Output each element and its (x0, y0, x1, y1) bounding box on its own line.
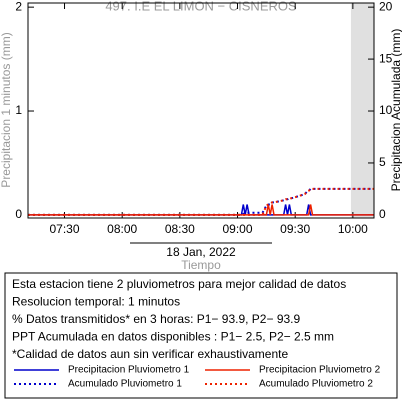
accumulated-line (28, 187, 374, 216)
precip-line (28, 204, 374, 216)
info-line: *Calidad de datos aun sin verificar exha… (12, 347, 288, 361)
y2-tick-label: 15 (379, 51, 393, 65)
plot-frame (27, 2, 375, 219)
x-tick-label: 09:30 (280, 222, 310, 236)
legend-label: Precipitacion Pluviometro 2 (259, 365, 381, 376)
legend-label: Precipitacion Pluviometro 1 (68, 365, 190, 376)
y-tick-label: 2 (15, 0, 22, 13)
info-line: PPT Acumulada en datos disponibles : P1−… (12, 330, 334, 344)
chart-title: 497. I.E EL LIMON − CISNEROS (105, 0, 297, 13)
y-axis-label: Precipitacion 1 minutos (mm) (0, 32, 13, 187)
y2-tick-label: 0 (379, 207, 386, 221)
info-box (4, 272, 398, 399)
x-tick-label: 08:00 (107, 222, 137, 236)
legend-label: Acumulado Pluviometro 2 (259, 379, 373, 390)
precip-line (28, 204, 374, 216)
accumulated-line (28, 187, 374, 216)
x-tick-label: 08:30 (165, 222, 195, 236)
x-tick-label: 10:00 (338, 222, 368, 236)
y2-tick-label: 5 (379, 155, 386, 169)
legend-label: Acumulado Pluviometro 1 (68, 379, 182, 390)
info-line: Esta estacion tiene 2 pluviometros para … (12, 277, 346, 291)
x-axis-label: Tiempo (181, 258, 221, 272)
y2-tick-label: 10 (379, 103, 393, 117)
y-tick-label: 0 (15, 207, 22, 221)
date-label: 18 Jan, 2022 (166, 245, 236, 259)
y2-axis-label: Precipitacion Acumulada (mm) (389, 29, 402, 192)
x-tick-label: 07:30 (50, 222, 80, 236)
info-line: Resolucion temporal: 1 minutos (12, 295, 180, 309)
y-tick-label: 1 (15, 103, 22, 117)
x-tick-label: 09:00 (223, 222, 253, 236)
y2-tick-label: 20 (379, 0, 393, 13)
shaded-region (350, 3, 374, 218)
info-line: % Datos transmitidos* en 3 horas: P1− 93… (12, 312, 300, 326)
